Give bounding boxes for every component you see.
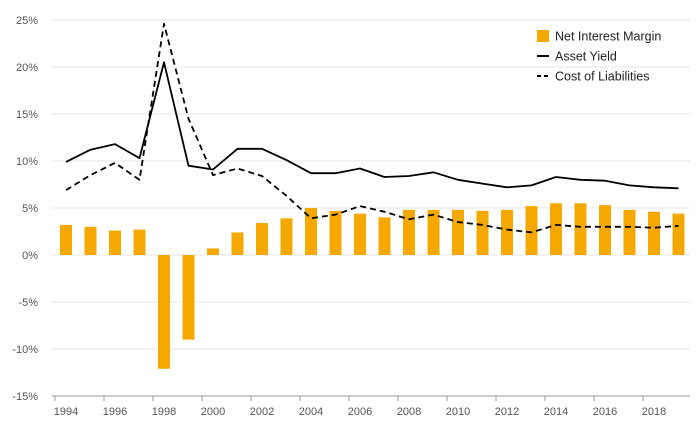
x-tick-label: 1994	[54, 406, 78, 418]
bar	[280, 218, 293, 255]
bars-net-interest-margin	[60, 203, 685, 369]
y-tick-label: 5%	[22, 203, 38, 215]
bar	[182, 255, 195, 340]
x-tick-label: 2012	[495, 406, 519, 418]
bar	[133, 229, 146, 255]
legend: Net Interest Margin Asset Yield Cost of Li…	[537, 30, 661, 84]
bar	[60, 224, 72, 255]
bar	[427, 209, 440, 255]
bar	[648, 211, 660, 255]
x-tick-label: 2018	[642, 406, 666, 418]
y-tick-label: 20%	[16, 62, 38, 74]
x-tick-label: 2004	[299, 406, 323, 418]
bar	[574, 203, 587, 255]
x-tick-label: 1996	[103, 406, 127, 418]
bar	[623, 209, 636, 255]
x-tick-label: 2016	[593, 406, 617, 418]
bar	[501, 209, 513, 255]
legend-label: Cost of Liabilities	[555, 70, 650, 84]
bar	[231, 232, 244, 255]
axes: 25% 20% 15% 10% 5% 0% -5% -10% -15% 1994 1996 1998 2…	[12, 15, 690, 418]
y-tick-label: 0%	[22, 250, 38, 262]
bar	[329, 210, 342, 255]
bar	[158, 255, 170, 369]
y-tick-label: -15%	[12, 391, 38, 403]
bar	[84, 226, 97, 255]
bar	[207, 248, 219, 255]
y-tick-label: 15%	[16, 109, 38, 121]
x-tick-label: 2000	[201, 406, 225, 418]
x-tick-label: 2002	[250, 406, 274, 418]
legend-swatch-net-interest-margin	[537, 30, 549, 42]
legend-label: Asset Yield	[555, 50, 617, 64]
bar	[672, 213, 685, 255]
lines	[65, 22, 679, 234]
y-tick-label: -5%	[18, 297, 38, 309]
bar	[305, 208, 317, 255]
legend-label: Net Interest Margin	[555, 30, 661, 44]
bar	[378, 217, 391, 255]
x-tick-label: 2010	[446, 406, 470, 418]
bar	[550, 203, 562, 255]
x-tick-label: 2006	[348, 406, 372, 418]
bar	[109, 230, 121, 255]
bar	[354, 213, 366, 255]
y-tick-label: 10%	[16, 156, 38, 168]
x-tick-label: 2008	[397, 406, 421, 418]
bar	[256, 223, 268, 255]
x-tick-label: 2014	[544, 406, 568, 418]
x-tick-label: 1998	[152, 406, 176, 418]
y-tick-label: 25%	[16, 15, 38, 27]
bar	[599, 205, 611, 255]
bar	[525, 206, 538, 255]
series-line-cost-of-liabilities	[65, 22, 679, 234]
bar	[476, 210, 489, 255]
bar	[452, 209, 464, 255]
y-tick-label: -10%	[12, 344, 38, 356]
bar	[403, 209, 415, 255]
series-line-asset-yield	[65, 61, 679, 190]
